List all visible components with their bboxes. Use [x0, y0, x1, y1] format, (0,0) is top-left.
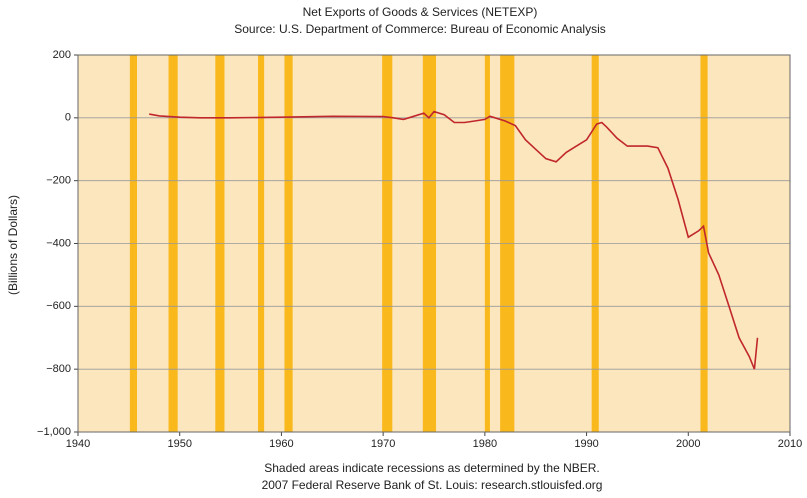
- x-tick-label: 1970: [371, 438, 395, 450]
- x-tick-label: 1980: [473, 438, 497, 450]
- y-tick-label: −1,000: [37, 426, 71, 438]
- footnote: 2007 Federal Reserve Bank of St. Louis: …: [262, 478, 603, 492]
- y-tick-label: 200: [53, 49, 71, 61]
- x-tick-label: 2010: [778, 438, 802, 450]
- plot-border: [77, 54, 791, 433]
- y-tick-label: −200: [46, 175, 71, 187]
- x-tick-label: 1960: [269, 438, 293, 450]
- x-tick-label: 1990: [574, 438, 598, 450]
- y-tick-label: −400: [46, 237, 71, 249]
- x-tick-label: 2000: [676, 438, 700, 450]
- x-tick-label: 1950: [167, 438, 191, 450]
- y-tick-label: −800: [46, 363, 71, 375]
- y-axis-label: (Billions of Dollars): [6, 195, 20, 295]
- chart-title: Net Exports of Goods & Services (NETEXP): [303, 5, 538, 19]
- chart-subtitle: Source: U.S. Department of Commerce: Bur…: [234, 22, 606, 36]
- data-line: [149, 110, 759, 370]
- y-tick-label: −600: [46, 300, 71, 312]
- footnote: Shaded areas indicate recessions as dete…: [264, 461, 600, 475]
- x-tick-label: 1940: [66, 438, 90, 450]
- y-tick-label: 0: [65, 112, 71, 124]
